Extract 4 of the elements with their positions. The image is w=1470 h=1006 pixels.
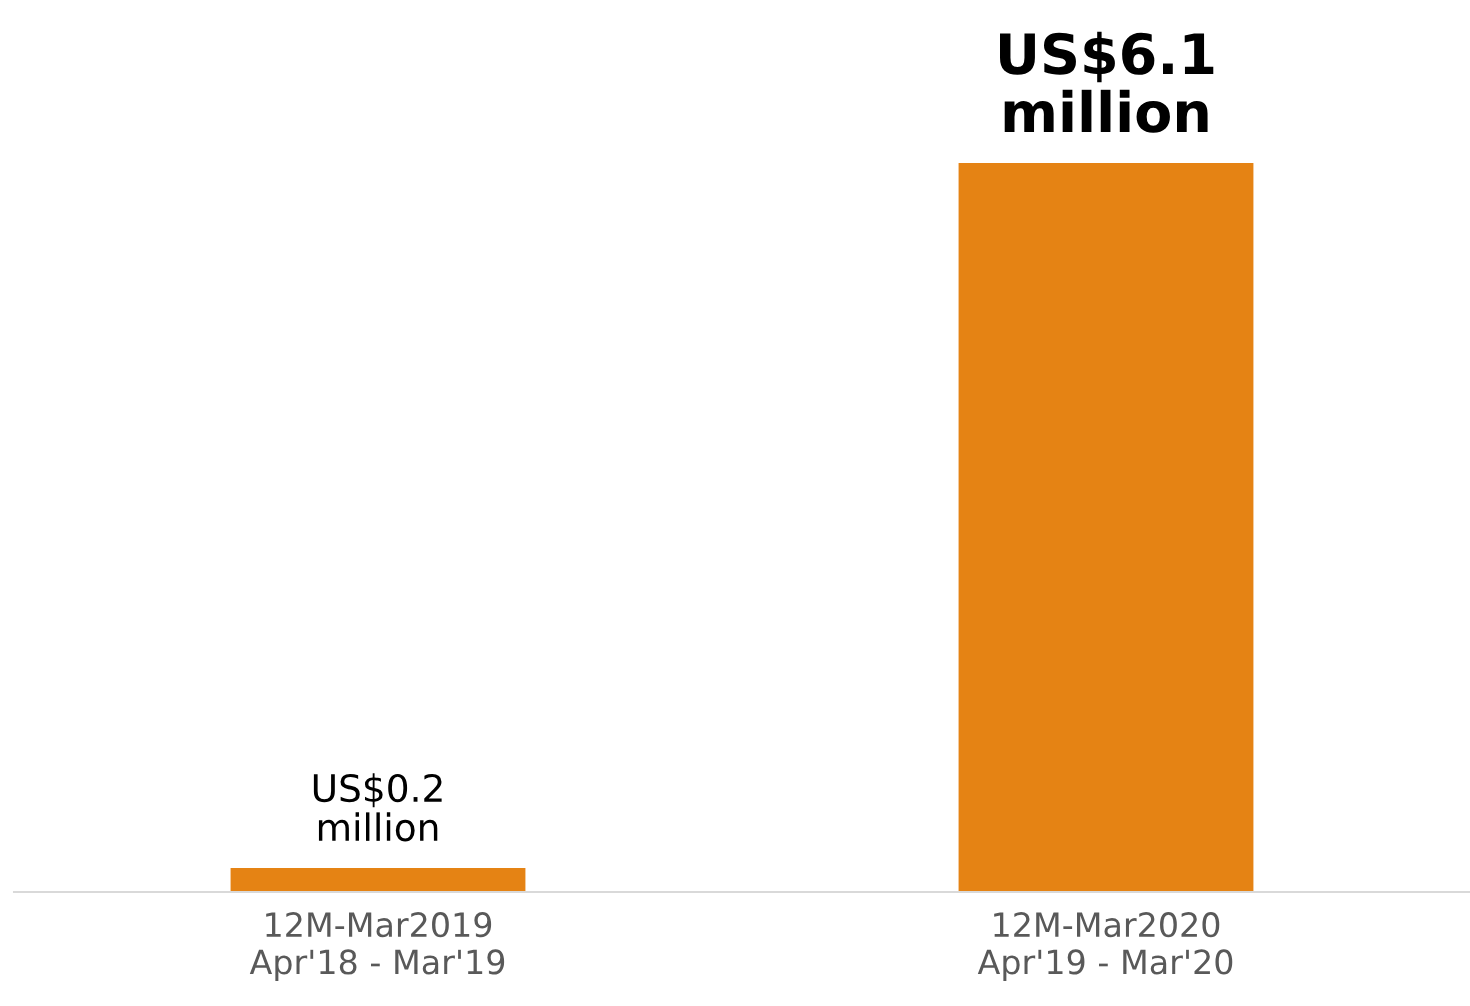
x-tick-label: 12M-Mar2020 Apr'19 - Mar'20 bbox=[977, 912, 1233, 982]
data-label: US$6.1 million bbox=[1000, 31, 1214, 133]
data-label: US$0.2 million bbox=[313, 773, 442, 842]
x-tick-label: 12M-Mar2019 Apr'18 - Mar'19 bbox=[249, 912, 505, 982]
